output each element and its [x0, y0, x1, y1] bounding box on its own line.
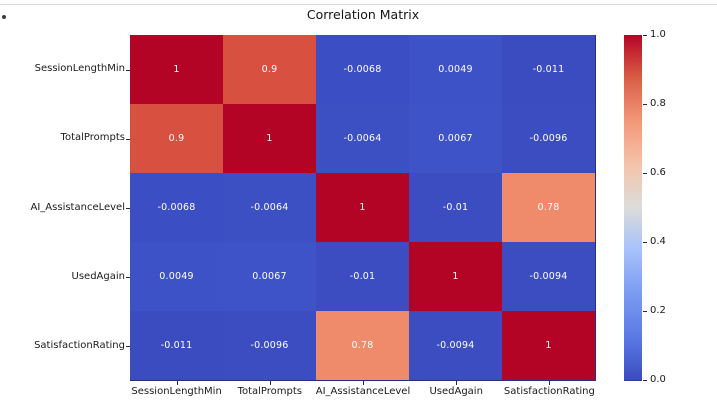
heatmap-cell: -0.0068	[316, 35, 409, 104]
x-tick-mark	[549, 381, 551, 385]
x-tick-mark	[176, 381, 178, 385]
colorbar-tick-mark	[643, 173, 647, 174]
y-tick-mark	[126, 277, 130, 279]
heatmap-cell: -0.011	[502, 35, 595, 104]
heatmap-cell: -0.0096	[502, 104, 595, 173]
x-tick-label: AI_AssistanceLevel	[315, 386, 411, 397]
chart-title: Correlation Matrix	[306, 7, 420, 22]
heatmap-cell: 1	[502, 311, 595, 380]
colorbar-tick-mark	[643, 311, 647, 312]
heatmap-cell: -0.0094	[409, 311, 502, 380]
colorbar-tick-mark	[643, 242, 647, 243]
colorbar-tick-label: 0.2	[650, 304, 666, 316]
colorbar-tick-label: 0.6	[650, 166, 666, 178]
x-tick-label: TotalPrompts	[237, 386, 303, 397]
y-tick-mark	[126, 138, 130, 140]
heatmap-cell: 1	[316, 173, 409, 242]
y-tick-label: UsedAgain	[71, 270, 125, 282]
x-tick-label: SatisfactionRating	[503, 386, 595, 397]
heatmap-cell: 1	[223, 104, 316, 173]
heatmap-cell: 0.0067	[223, 242, 316, 311]
colorbar	[624, 35, 642, 381]
heatmap-cell: 0.78	[316, 311, 409, 380]
heatmap-cell: 0.78	[502, 173, 595, 242]
heatmap-cell: 1	[409, 242, 502, 311]
colorbar-tick-label: 1.0	[650, 28, 666, 40]
y-tick-label: SatisfactionRating	[34, 339, 125, 351]
heatmap-grid: 1 0.9 -0.0068 0.0049 -0.011 0.9 1 -0.0064 0.0067…	[130, 35, 596, 381]
heatmap-cell: 1	[130, 35, 223, 104]
heatmap-cell: 0.9	[223, 35, 316, 104]
colorbar-tick-label: 0.8	[650, 97, 666, 109]
heatmap-cell: -0.0094	[502, 242, 595, 311]
stray-dot	[2, 15, 6, 19]
colorbar-tick-label: 0.4	[650, 235, 666, 247]
x-tick-label: UsedAgain	[429, 386, 483, 397]
heatmap-cell: 0.0049	[130, 242, 223, 311]
heatmap-cell: -0.0096	[223, 311, 316, 380]
heatmap-cell: -0.0068	[130, 173, 223, 242]
x-tick-mark	[363, 381, 364, 385]
colorbar-tick-mark	[643, 380, 647, 381]
heatmap-cell: -0.01	[316, 242, 409, 311]
heatmap-cell: -0.011	[130, 311, 223, 380]
colorbar-tick-mark	[643, 35, 647, 36]
y-tick-label: TotalPrompts	[60, 132, 125, 144]
x-tick-label: SessionLengthMin	[131, 386, 222, 397]
heatmap-cell: 0.9	[130, 104, 223, 173]
x-tick-mark	[269, 381, 271, 385]
y-tick-label: AI_AssistanceLevel	[30, 201, 125, 213]
heatmap-cell: 0.0067	[409, 104, 502, 173]
y-tick-mark	[126, 346, 130, 348]
heatmap-cell: 0.0049	[409, 35, 502, 104]
y-tick-mark	[126, 208, 130, 209]
heatmap-cell: -0.0064	[316, 104, 409, 173]
colorbar-tick-mark	[643, 104, 647, 105]
y-tick-label: SessionLengthMin	[34, 63, 125, 75]
top-divider-line	[0, 4, 717, 5]
colorbar-tick-label: 0.0	[650, 373, 666, 385]
heatmap-cell: -0.0064	[223, 173, 316, 242]
x-tick-mark	[456, 381, 458, 385]
y-tick-mark	[126, 69, 130, 71]
heatmap-cell: -0.01	[409, 173, 502, 242]
